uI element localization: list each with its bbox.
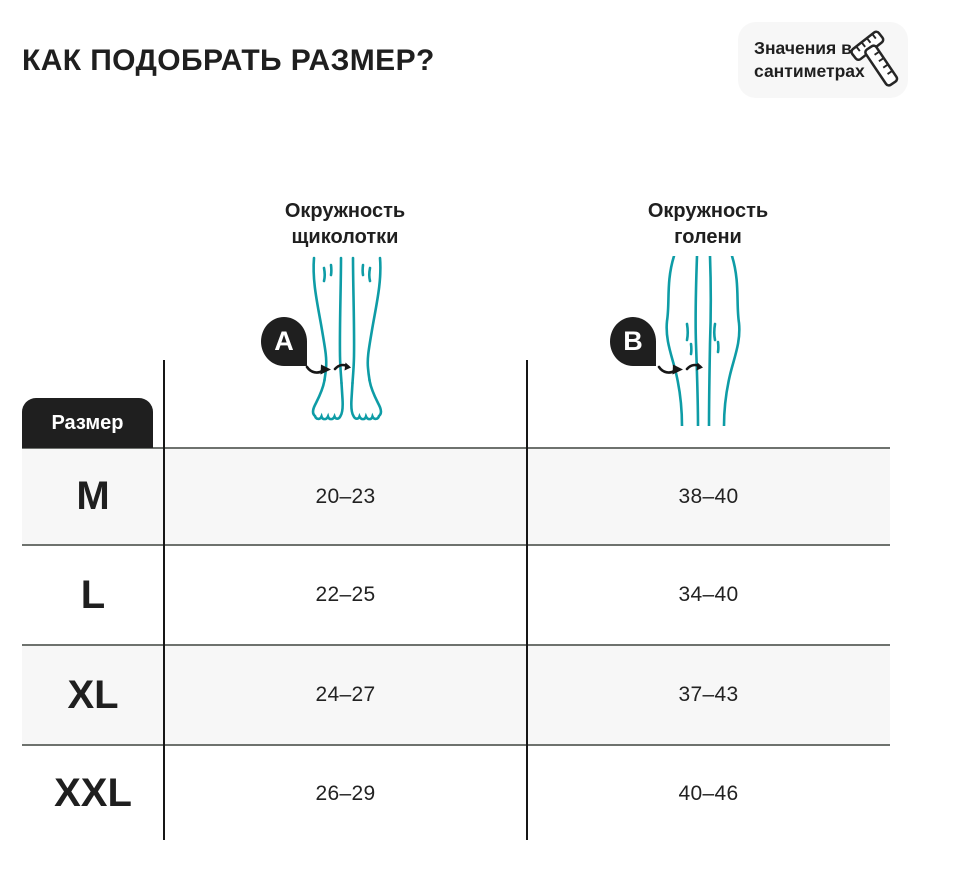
size-header-label: Размер	[51, 411, 124, 434]
calf-value-cell: 40–46	[678, 781, 739, 805]
ankle-legs-illustration	[311, 256, 383, 421]
marker-b: B	[610, 317, 656, 366]
ankle-value-cell: 24–27	[315, 683, 376, 706]
size-cell: M	[76, 474, 110, 518]
calf-header-line-1: Окружность	[647, 200, 769, 222]
units-line-1: Значения в	[754, 37, 852, 58]
row-divider	[22, 744, 890, 746]
size-cell: XL	[67, 672, 119, 717]
units-line-2: сантиметрах	[754, 61, 865, 81]
calf-value-cell: 37–43	[678, 683, 739, 706]
table-row-xl: XL 24–27 37–43	[22, 645, 890, 745]
column-header-ankle: Окружность щиколотки	[225, 198, 465, 250]
ankle-value-cell: 22–25	[315, 583, 376, 606]
table-row-xxl: XXL 26–29 40–46	[22, 745, 890, 842]
size-cell: XXL	[54, 771, 132, 815]
marker-b-letter: B	[623, 326, 643, 356]
ankle-header-line-2: щиколотки	[291, 226, 399, 248]
measure-arrows-b-icon	[657, 362, 703, 375]
row-divider	[22, 644, 890, 646]
row-divider	[22, 447, 890, 449]
table-row-l: L 22–25 34–40	[22, 545, 890, 645]
size-header-badge: Размер	[22, 398, 153, 448]
column-header-calf: Окружность голени	[588, 198, 828, 250]
ankle-value-cell: 26–29	[315, 781, 376, 805]
page-title: КАК ПОДОБРАТЬ РАЗМЕР?	[22, 44, 435, 77]
marker-a: A	[261, 317, 307, 366]
calf-value-cell: 34–40	[678, 583, 739, 606]
calf-legs-illustration	[665, 256, 741, 426]
ankle-value-cell: 20–23	[315, 484, 376, 508]
column-divider-2	[526, 360, 528, 840]
measure-arrows-a-icon	[305, 362, 351, 375]
table-row-m: M 20–23 38–40	[22, 448, 890, 545]
ankle-header-line-1: Окружность	[284, 200, 406, 222]
units-badge: Значения в сантиметрах	[738, 22, 908, 98]
row-divider	[22, 544, 890, 546]
units-badge-text: Значения в сантиметрах	[754, 37, 865, 83]
ruler-icon	[850, 30, 899, 87]
calf-header-line-2: голени	[674, 226, 742, 248]
column-divider-1	[163, 360, 165, 840]
calf-value-cell: 38–40	[678, 484, 739, 508]
size-cell: L	[80, 572, 106, 617]
marker-a-letter: A	[274, 326, 294, 356]
